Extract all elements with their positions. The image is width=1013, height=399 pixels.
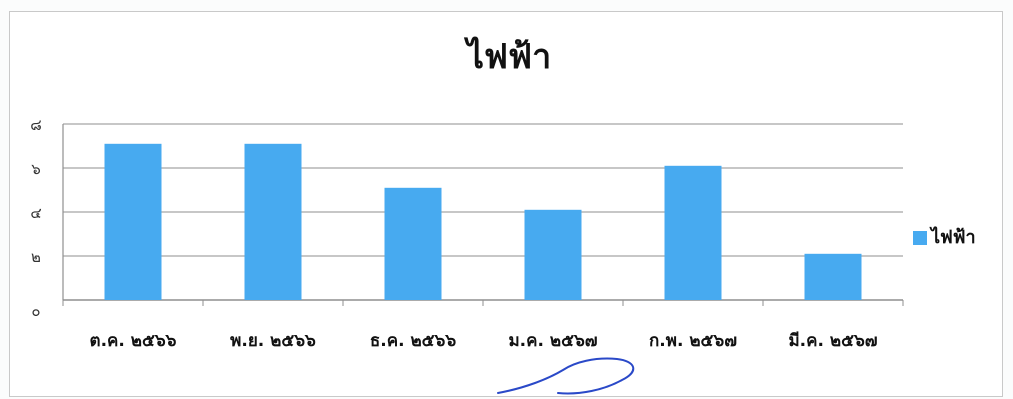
bar (384, 187, 442, 300)
x-category-label: ก.พ. ๒๕๖๗ (649, 331, 737, 351)
chart-frame (9, 11, 1003, 397)
grid-lines (63, 123, 903, 301)
legend: ไฟฟ้า (913, 226, 976, 248)
bar (244, 143, 302, 300)
bar (104, 143, 162, 300)
bars (104, 143, 862, 300)
y-tick-label: ๖ (31, 160, 41, 178)
y-tick-label: ๒ (31, 248, 41, 266)
bar (524, 209, 582, 300)
y-tick-label: ๐ (31, 302, 40, 320)
signature (497, 357, 635, 395)
x-category-label: ต.ค. ๒๕๖๖ (90, 331, 177, 351)
axes (62, 124, 904, 306)
bar (664, 165, 722, 300)
legend-label: ไฟฟ้า (929, 226, 976, 248)
y-tick-labels: ๐ ๒ ๔ ๖ ๘ (30, 116, 42, 320)
x-category-label: ธ.ค. ๒๕๖๖ (370, 331, 456, 351)
y-tick-label: ๘ (30, 116, 42, 134)
bar (804, 253, 862, 300)
x-category-label: พ.ย. ๒๕๖๖ (230, 331, 316, 351)
y-tick-label: ๔ (30, 204, 41, 222)
x-category-label: ม.ค. ๒๕๖๗ (508, 331, 597, 351)
x-category-label: มี.ค. ๒๕๖๗ (788, 330, 877, 351)
x-category-labels: ต.ค. ๒๕๖๖ พ.ย. ๒๕๖๖ ธ.ค. ๒๕๖๖ ม.ค. ๒๕๖๗ ก.พ.… (90, 330, 878, 351)
chart-title: ไฟฟ้า (464, 36, 551, 77)
legend-swatch (913, 231, 927, 245)
